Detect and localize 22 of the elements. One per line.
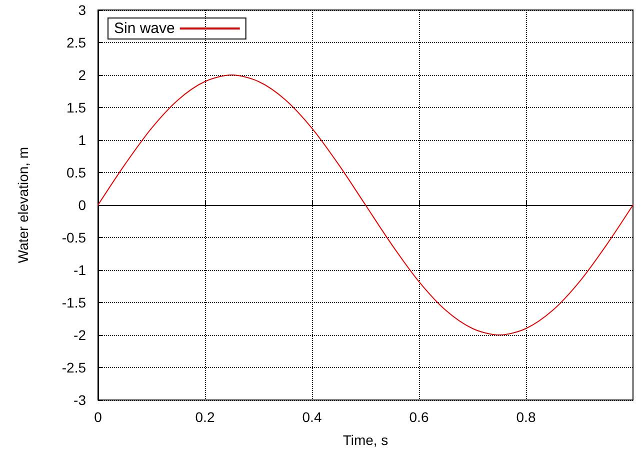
y-tick-label: 0 [78,197,86,213]
y-tick-label: 3 [78,2,86,18]
x-axis-title: Time, s [342,432,388,448]
y-tick-label: -0.5 [62,230,86,246]
x-tick-label: 0.4 [302,409,322,425]
x-tick-label: 0.8 [516,409,536,425]
x-tick-label: 0.6 [409,409,429,425]
x-tick-label: 0.2 [195,409,215,425]
legend-label: Sin wave [114,20,175,37]
x-tick-label: 0 [94,409,102,425]
line-series [98,74,634,336]
y-tick-label: -1 [74,262,86,278]
y-tick-label: 1 [78,132,86,148]
y-tick-label: -1.5 [62,294,86,310]
y-tick-label: 1.5 [66,100,86,116]
y-tick-label: -3 [74,392,86,408]
y-axis-title: Water elevation, m [15,146,31,264]
y-tick-label: 0.5 [66,164,86,180]
y-tick-label: -2 [74,327,86,343]
y-tick-label: 2 [78,67,86,83]
y-tick-label: 2.5 [66,34,86,50]
y-tick-label: -2.5 [62,360,86,376]
